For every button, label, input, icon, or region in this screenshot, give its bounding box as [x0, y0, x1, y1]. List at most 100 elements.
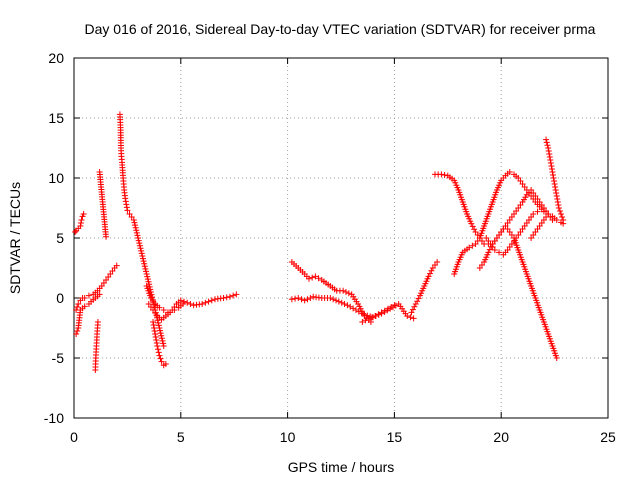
data-point	[177, 297, 184, 304]
data-point	[466, 244, 473, 251]
data-point	[551, 181, 558, 187]
data-point	[137, 245, 144, 252]
data-point	[150, 301, 157, 308]
data-point	[388, 304, 395, 310]
data-point	[158, 358, 165, 365]
data-point	[152, 331, 159, 337]
data-point	[414, 298, 421, 305]
data-point	[391, 302, 398, 309]
data-point	[75, 301, 82, 307]
data-point	[81, 303, 88, 310]
data-points	[72, 111, 567, 373]
data-point	[361, 311, 368, 318]
data-point	[546, 151, 553, 157]
data-point	[550, 175, 557, 181]
data-point	[558, 211, 565, 217]
data-point	[342, 289, 349, 295]
x-tick-label: 20	[493, 429, 509, 445]
data-point	[205, 298, 212, 305]
data-point	[367, 319, 374, 325]
data-point	[151, 328, 158, 334]
data-point	[130, 217, 137, 223]
data-point	[344, 302, 351, 309]
data-point	[157, 355, 164, 362]
y-axis-label: SDTVAR / TECUs	[7, 182, 23, 294]
data-point	[441, 172, 448, 178]
data-point	[345, 290, 352, 297]
data-point	[155, 319, 162, 326]
data-point	[365, 315, 372, 322]
data-point	[144, 276, 151, 283]
data-point	[160, 340, 167, 347]
data-point	[295, 295, 302, 301]
data-point	[468, 220, 475, 227]
data-point	[155, 322, 162, 329]
data-point	[80, 211, 87, 217]
x-tick-label: 10	[280, 429, 296, 445]
data-point	[72, 229, 79, 235]
data-point	[548, 166, 555, 172]
data-point	[288, 296, 295, 303]
data-point	[301, 297, 308, 304]
data-point	[312, 273, 319, 280]
data-point	[549, 172, 556, 178]
data-point	[434, 259, 441, 265]
data-point	[506, 169, 513, 175]
data-point	[154, 343, 161, 349]
data-point	[135, 237, 142, 244]
data-point	[135, 235, 142, 241]
data-point	[141, 260, 148, 267]
data-point	[131, 219, 138, 226]
data-point	[372, 313, 379, 319]
x-tick-label: 0	[70, 429, 78, 445]
data-point	[427, 270, 433, 277]
data-point	[544, 142, 551, 149]
data-point	[184, 299, 191, 306]
data-point	[341, 301, 348, 307]
data-point	[545, 145, 552, 151]
data-point	[304, 296, 311, 303]
data-point	[553, 190, 560, 196]
data-point	[156, 352, 163, 359]
data-point	[153, 340, 160, 346]
data-point	[96, 291, 103, 298]
data-point	[202, 299, 209, 306]
data-point	[141, 263, 148, 270]
data-point	[123, 201, 130, 208]
data-point	[136, 240, 143, 247]
data-point	[411, 303, 418, 310]
data-point	[158, 332, 165, 339]
y-tick-label: 5	[56, 230, 64, 246]
data-point	[546, 154, 553, 160]
data-point	[545, 211, 552, 217]
data-point	[158, 335, 165, 342]
data-point	[153, 337, 160, 343]
data-point	[150, 322, 157, 328]
x-tick-label: 15	[387, 429, 403, 445]
data-point	[160, 343, 167, 349]
data-point	[155, 349, 162, 356]
data-point	[136, 242, 143, 249]
data-point	[340, 287, 347, 294]
data-point	[74, 304, 81, 310]
grid-lines	[74, 58, 608, 418]
data-point	[555, 205, 562, 211]
data-point	[530, 211, 537, 217]
data-point	[404, 313, 411, 319]
data-point	[368, 314, 375, 321]
data-point	[167, 309, 174, 316]
y-tick-label: -5	[52, 350, 65, 366]
data-point	[223, 294, 230, 301]
chart-title: Day 016 of 2016, Sidereal Day-to-day VTE…	[85, 21, 596, 37]
data-point	[415, 295, 422, 302]
data-point	[226, 293, 233, 300]
data-point	[145, 278, 152, 285]
data-point	[552, 184, 559, 190]
data-point	[292, 295, 299, 302]
data-point	[307, 295, 314, 301]
data-point	[553, 217, 560, 223]
tick-labels: 0 5 10 15 20 25 -10 -5 0 5 10 15 20	[44, 50, 616, 445]
data-point	[552, 187, 559, 193]
data-point	[134, 232, 141, 239]
data-point	[560, 220, 567, 227]
